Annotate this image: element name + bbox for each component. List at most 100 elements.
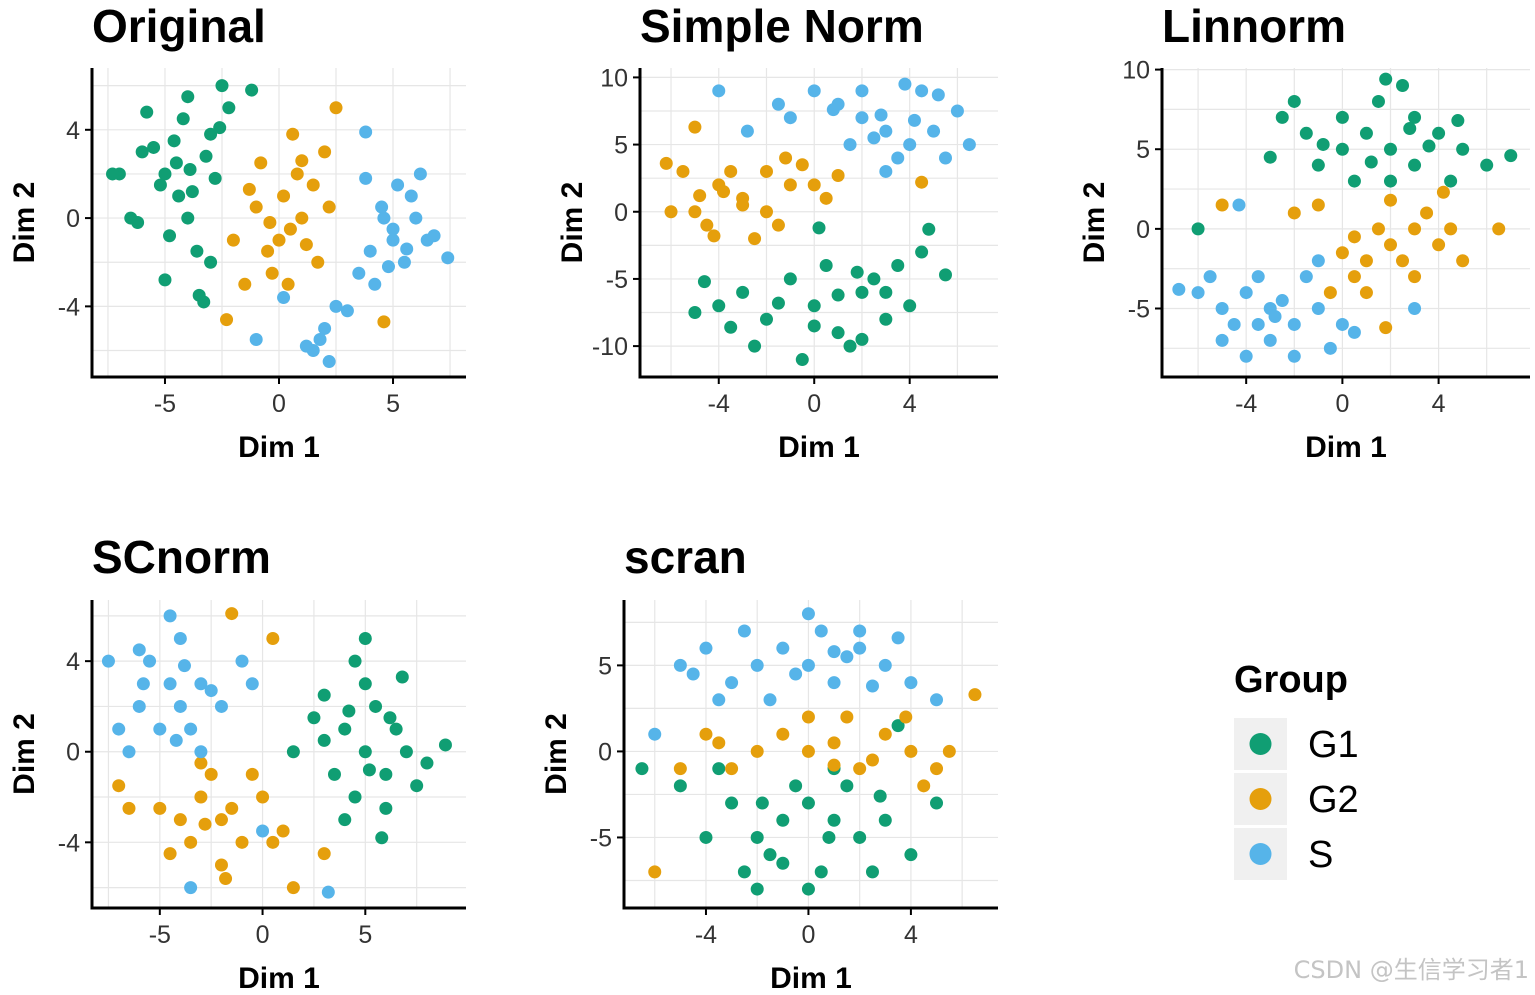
- point-g1: [169, 156, 183, 170]
- point-g1: [776, 813, 790, 827]
- x-tick-label: 0: [801, 921, 815, 949]
- y-axis-title: Dim 2: [556, 182, 589, 264]
- point-g2: [265, 266, 279, 280]
- axis-line: [90, 68, 466, 379]
- point-s: [1323, 341, 1337, 355]
- point-s: [184, 881, 198, 895]
- point-g2: [377, 315, 391, 329]
- point-g1: [208, 171, 222, 185]
- point-g2: [759, 164, 773, 178]
- point-g1: [1335, 142, 1349, 156]
- point-g1: [395, 670, 409, 684]
- point-s: [391, 178, 405, 192]
- point-g2: [748, 232, 762, 246]
- point-g2: [306, 178, 320, 192]
- point-s: [359, 125, 373, 139]
- point-g1: [379, 767, 393, 781]
- point-g2: [1215, 198, 1229, 212]
- y-tick-label: -5: [606, 266, 628, 294]
- point-g2: [712, 736, 726, 750]
- legend-key-g2: [1249, 788, 1272, 810]
- axis-line: [638, 68, 998, 379]
- point-g1: [135, 145, 149, 159]
- point-s: [132, 699, 146, 713]
- point-g1: [358, 745, 372, 759]
- point-g2: [688, 205, 702, 219]
- point-g2: [1396, 254, 1410, 268]
- point-g1: [801, 882, 815, 896]
- point-s: [1311, 254, 1325, 268]
- point-g1: [827, 813, 841, 827]
- point-g1: [807, 299, 821, 313]
- point-g2: [693, 189, 707, 203]
- point-g2: [238, 277, 252, 291]
- point-g1: [245, 83, 259, 97]
- point-g1: [855, 332, 869, 346]
- point-g1: [843, 339, 857, 353]
- point-g1: [699, 830, 713, 844]
- point-g1: [789, 779, 803, 793]
- axis-line: [90, 600, 466, 910]
- point-g1: [755, 796, 769, 810]
- point-g1: [712, 762, 726, 776]
- point-g2: [263, 216, 277, 229]
- point-g2: [163, 847, 177, 861]
- point-s: [1215, 333, 1229, 347]
- point-s: [1215, 302, 1229, 316]
- point-g1: [1444, 174, 1458, 188]
- point-g2: [827, 758, 841, 772]
- point-s: [878, 658, 892, 672]
- point-g2: [771, 218, 785, 232]
- point-g1: [915, 245, 929, 259]
- point-g1: [750, 830, 764, 844]
- panel-3: -5 0 5 4 0 -4 Dim 1 Dim 2 SCnorm: [8, 531, 466, 995]
- point-s: [915, 84, 929, 98]
- point-g1: [840, 779, 854, 793]
- point-s: [101, 654, 115, 668]
- point-g2: [204, 767, 218, 781]
- point-s: [903, 138, 917, 152]
- point-s: [153, 722, 167, 736]
- point-g1: [814, 865, 828, 879]
- point-g1: [635, 762, 649, 776]
- point-s: [381, 260, 395, 274]
- point-g2: [311, 255, 325, 269]
- point-g2: [198, 817, 212, 831]
- point-g1: [783, 272, 797, 286]
- y-axis-title: Dim 2: [8, 182, 41, 264]
- point-s: [173, 699, 187, 713]
- point-g1: [879, 312, 893, 326]
- point-g2: [194, 790, 208, 804]
- point-g2: [219, 872, 233, 886]
- point-s: [352, 266, 366, 280]
- point-g2: [968, 688, 982, 702]
- point-s: [256, 824, 270, 838]
- point-g2: [220, 313, 234, 327]
- point-g2: [322, 200, 336, 214]
- point-g1: [831, 326, 845, 340]
- point-s: [214, 699, 228, 713]
- point-s: [763, 693, 777, 707]
- point-g1: [1191, 222, 1205, 236]
- point-g1: [348, 654, 362, 668]
- x-tick-label: 5: [358, 921, 372, 949]
- x-tick-label: 0: [807, 390, 821, 418]
- point-s: [907, 113, 921, 127]
- point-g2: [242, 182, 256, 196]
- point-g1: [147, 140, 161, 154]
- point-g1: [819, 258, 833, 272]
- point-s: [1239, 349, 1253, 363]
- point-s: [904, 676, 918, 690]
- point-s: [1311, 302, 1325, 316]
- point-g2: [266, 835, 280, 849]
- point-s: [143, 654, 157, 668]
- point-s: [879, 124, 893, 138]
- point-g1: [153, 178, 167, 192]
- point-g1: [891, 258, 905, 272]
- point-g1: [204, 127, 218, 141]
- point-g2: [779, 151, 793, 165]
- point-s: [400, 242, 414, 256]
- point-g2: [286, 881, 300, 895]
- point-s: [814, 624, 828, 638]
- point-g1: [375, 831, 389, 845]
